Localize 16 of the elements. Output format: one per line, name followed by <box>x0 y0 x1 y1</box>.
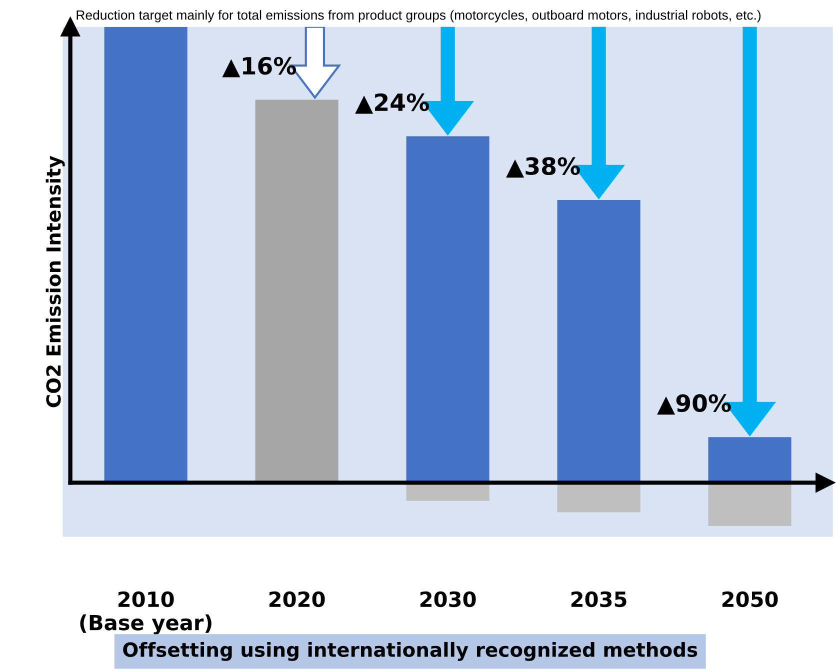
annotation: ▲38% <box>506 157 580 178</box>
chart-title: Reduction target mainly for total emissions from product groups (motorcycles, outboard motors, industrial robots, etc.) <box>76 10 761 22</box>
bar <box>708 482 792 526</box>
x-tick-label: 2035 <box>571 591 626 608</box>
x-tick-label: 2030 <box>420 591 476 608</box>
x-tick-label: 2020 <box>269 591 325 608</box>
annotation: ▲24% <box>355 93 429 114</box>
bar <box>104 26 188 483</box>
annotation: ▲16% <box>222 56 296 78</box>
y-axis-title: CO2 Emission Intensity <box>46 156 65 408</box>
bar <box>557 482 640 512</box>
x-tick-label: 2010 (Base year) <box>80 591 212 635</box>
bar <box>708 437 792 483</box>
annotation: ▲90% <box>657 394 731 415</box>
text: Offsetting using internationally recognized methods <box>123 642 698 661</box>
x-tick-label: 2050 <box>722 591 778 608</box>
